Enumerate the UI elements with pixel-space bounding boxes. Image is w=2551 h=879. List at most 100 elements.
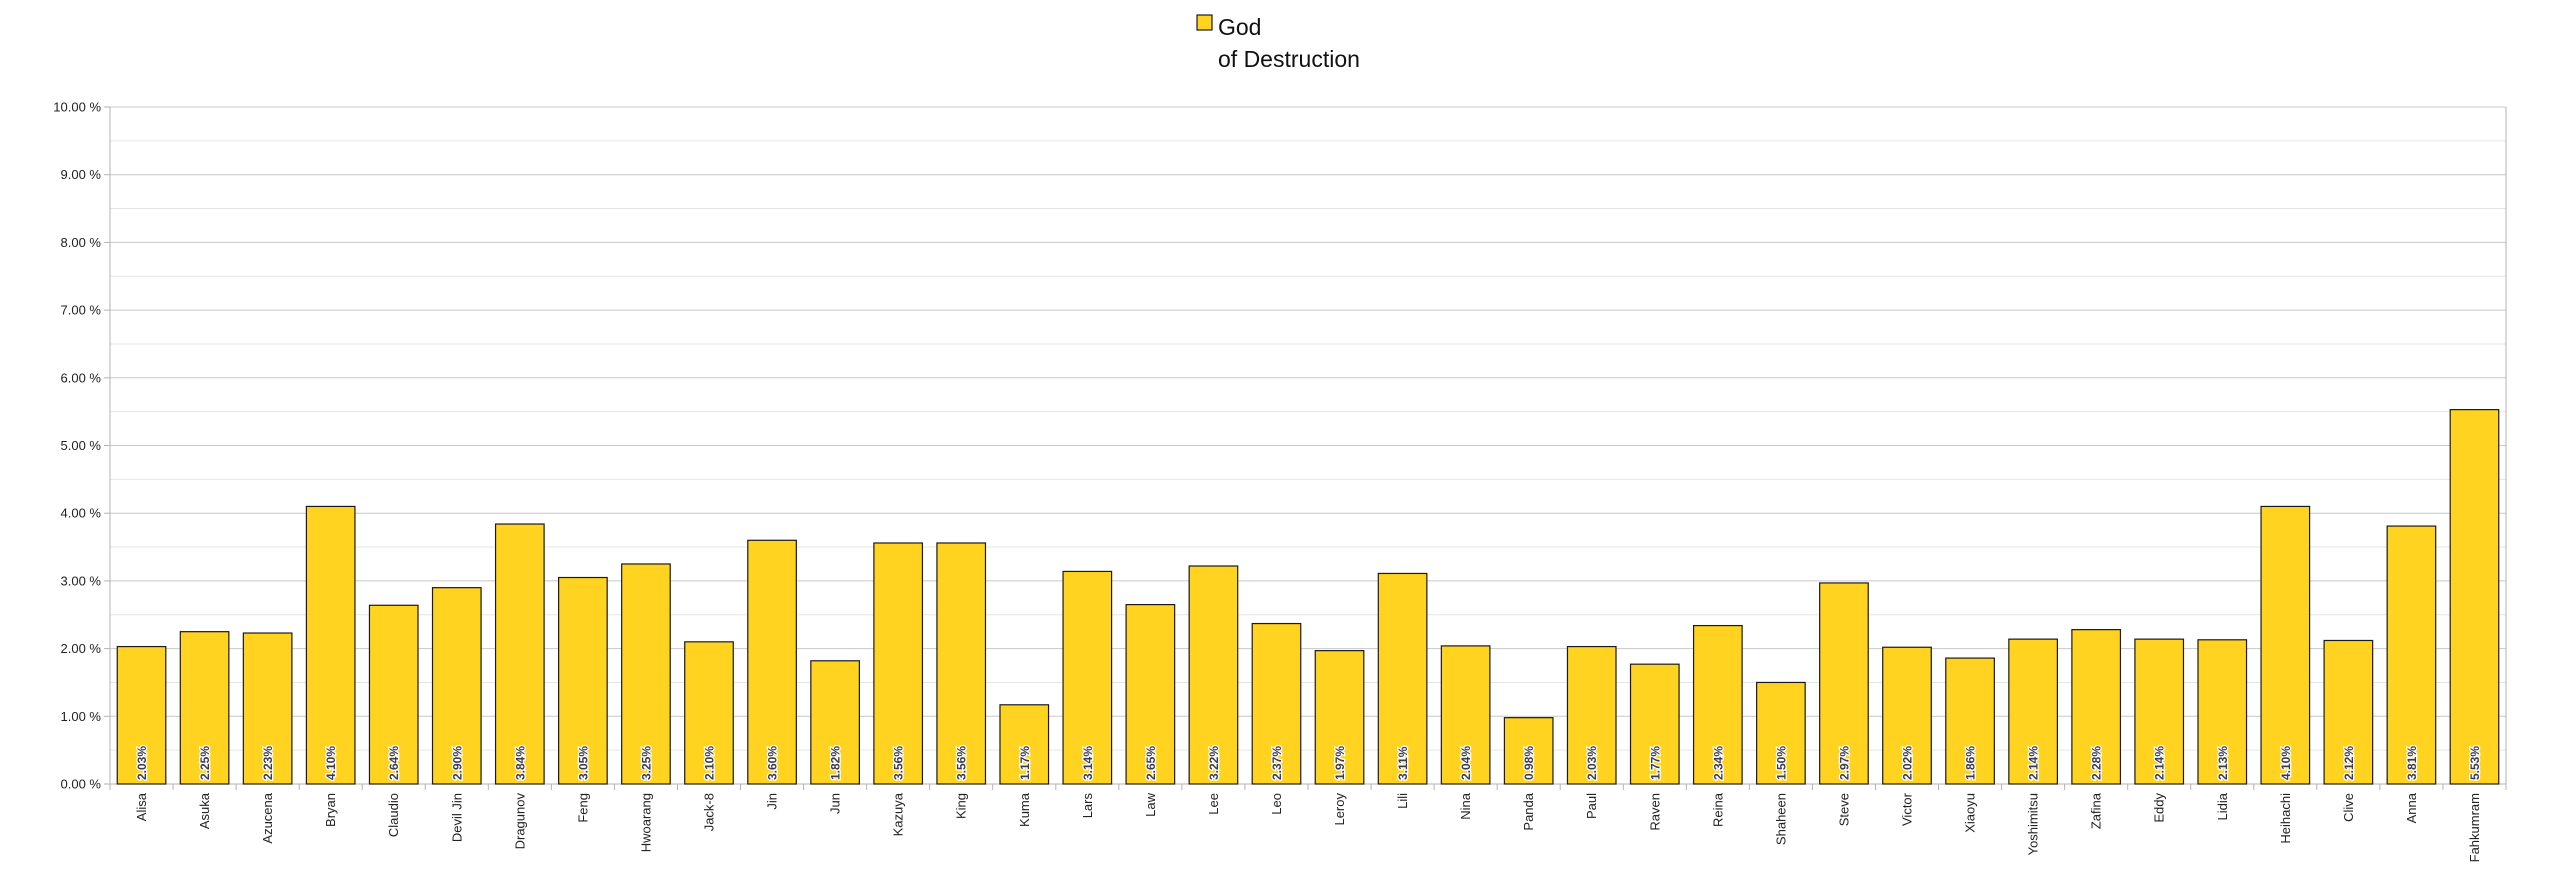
x-tick-label: Paul [1584, 793, 1599, 819]
bar [1629, 663, 1680, 785]
bar [684, 641, 734, 785]
bar [116, 645, 167, 785]
data-label: 5.53% [2468, 746, 2482, 780]
data-label: 1.17% [1018, 746, 1032, 780]
bar [2071, 629, 2122, 785]
data-label: 2.12% [2342, 746, 2356, 780]
bar [1314, 650, 1365, 785]
y-tick-label: 1.00 % [61, 709, 102, 724]
x-tick-label: Jack-8 [702, 793, 717, 831]
bar [1819, 582, 1869, 785]
x-tick-label: Devil Jin [449, 793, 464, 842]
x-tick-label: Law [1143, 792, 1158, 816]
y-tick-label: 2.00 % [61, 641, 102, 656]
x-tick-label: Fahkumram [2467, 793, 2482, 862]
x-tick-label: Lee [1206, 793, 1221, 815]
data-label: 1.86% [1964, 746, 1978, 780]
x-tick-label: Eddy [2152, 793, 2167, 823]
x-tick-label: Alisa [134, 792, 149, 821]
bar [494, 523, 545, 785]
data-label: 2.13% [2216, 746, 2230, 780]
bar [1756, 681, 1806, 785]
bar [1440, 645, 1491, 785]
x-tick-label: Lars [1080, 793, 1095, 819]
x-tick-label: Feng [575, 793, 590, 823]
x-tick-label: Leroy [1332, 793, 1347, 826]
y-tick-label: 6.00 % [61, 370, 102, 385]
bar [936, 542, 987, 785]
data-label: 4.10% [324, 746, 338, 780]
y-tick-label: 0.00 % [61, 777, 102, 792]
data-label: 2.28% [2090, 746, 2104, 780]
x-tick-label: Jun [828, 793, 843, 814]
x-tick-label: Heihachi [2278, 793, 2293, 844]
bar [2197, 639, 2248, 785]
bar [1125, 603, 1176, 785]
data-label: 3.11% [1396, 746, 1410, 780]
bar [1566, 645, 1617, 785]
bar [2008, 638, 2058, 785]
data-label: 3.81% [2405, 746, 2419, 780]
data-label: 2.90% [450, 746, 464, 780]
data-label: 2.04% [1459, 746, 1473, 780]
data-label: 3.84% [513, 746, 527, 780]
data-label: 2.02% [1901, 746, 1915, 780]
data-label: 3.05% [576, 746, 590, 780]
bar [747, 539, 797, 785]
x-tick-label: Dragunov [512, 793, 527, 850]
x-tick-label: Bryan [323, 793, 338, 827]
bar [2386, 525, 2437, 785]
bar [2323, 639, 2374, 785]
x-tick-label: King [954, 793, 969, 819]
legend-label-line-1: God [1218, 14, 1261, 40]
data-label: 2.37% [1270, 746, 1284, 780]
bar [2134, 638, 2185, 785]
bar [1377, 572, 1428, 785]
y-tick-label: 8.00 % [61, 235, 102, 250]
y-tick-label: 3.00 % [61, 573, 102, 588]
data-label: 3.56% [892, 746, 906, 780]
bar [1692, 624, 1743, 785]
bar [179, 631, 230, 785]
data-label: 2.65% [1144, 746, 1158, 780]
data-label: 3.25% [639, 746, 653, 780]
bar [558, 576, 608, 785]
data-label: 0.98% [1522, 746, 1536, 780]
data-label: 1.77% [1648, 746, 1662, 780]
y-tick-label: 10.00 % [53, 100, 101, 115]
x-tick-label: Hwoarang [638, 793, 653, 852]
bar [1945, 657, 1995, 785]
bar [368, 604, 419, 785]
bar [2260, 505, 2311, 785]
bar [621, 563, 671, 785]
y-tick-label: 7.00 % [61, 303, 102, 318]
bar [1188, 565, 1239, 785]
y-axis: 0.00 % 1.00 % 2.00 % 3.00 % 4.00 % 5.00 % 6.00… [53, 100, 110, 792]
data-label: 4.10% [2279, 746, 2293, 780]
data-label: 2.97% [1837, 746, 1851, 780]
data-label: 2.64% [387, 746, 401, 780]
x-tick-label: Yoshimitsu [2026, 793, 2041, 855]
x-tick-label: Anna [2404, 792, 2419, 823]
x-tick-label: Leo [1269, 793, 1284, 815]
bar [1882, 646, 1932, 785]
x-tick-label: Xiaoyu [1963, 793, 1978, 833]
y-tick-label: 9.00 % [61, 167, 102, 182]
bar [1251, 622, 1302, 785]
bar [873, 542, 924, 785]
data-label: 2.23% [261, 746, 275, 780]
y-tick-label: 4.00 % [61, 506, 102, 521]
x-tick-label: Steve [1836, 793, 1851, 826]
x-tick-label: Jin [765, 793, 780, 810]
x-tick-label: Shaheen [1773, 793, 1788, 845]
data-label: 3.22% [1207, 746, 1221, 780]
x-tick-label: Raven [1647, 793, 1662, 831]
legend-label-line-2: of Destruction [1218, 46, 1360, 72]
x-tick-label: Lili [1395, 793, 1410, 809]
x-tick-label: Zafina [2089, 792, 2104, 829]
bar [305, 505, 356, 785]
bars: 2.03% 2.25% 2.23% 4.10% 2.64% 2.90% 3.84% 3.05%… [116, 409, 2500, 785]
bar [1062, 570, 1113, 785]
y-tick-label: 5.00 % [61, 438, 102, 453]
